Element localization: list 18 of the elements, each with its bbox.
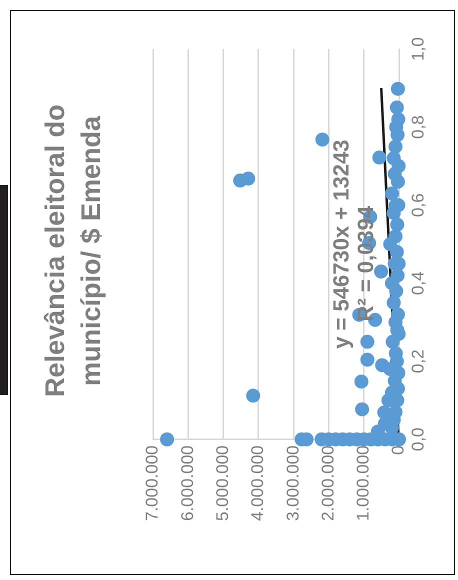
text: município/ $ Emenda xyxy=(76,116,106,386)
x-tick-label: 2.000.000 xyxy=(318,445,338,522)
y-tick-label: 1,0 xyxy=(408,37,428,61)
y-tick-label: 0,0 xyxy=(408,428,428,452)
x-tick-label: 3.000.000 xyxy=(283,445,302,522)
x-tick-label: 6.000.000 xyxy=(178,445,197,522)
y-tick-label: 0,2 xyxy=(408,349,428,374)
annotation: y = 546730x + 13243 xyxy=(328,140,354,349)
annotation: R² = 0,0394 xyxy=(353,205,378,322)
y-tick-label: 0,6 xyxy=(408,193,428,217)
x-tick-label: 1.000.000 xyxy=(354,445,373,522)
x-tick-label: 7.000.000 xyxy=(142,445,162,522)
y-tick-label: 0,8 xyxy=(408,115,428,139)
x-tick-label: 0 xyxy=(388,445,408,455)
x-tick-label: 5.000.000 xyxy=(212,445,232,522)
y-tick-label: 0,4 xyxy=(408,271,428,296)
text: Relevância eleitoral do xyxy=(40,104,70,398)
x-tick-label: 4.000.000 xyxy=(248,445,268,522)
